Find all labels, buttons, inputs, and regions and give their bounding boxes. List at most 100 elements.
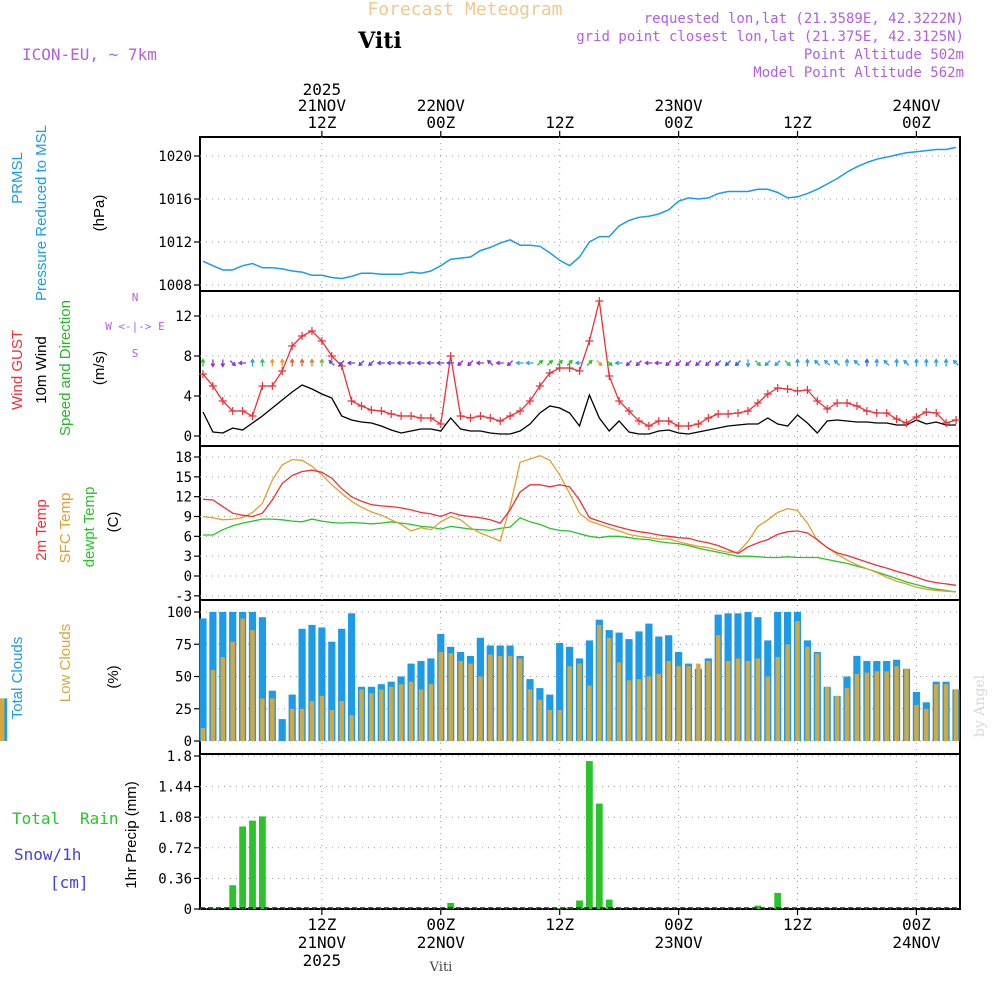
gust-marker <box>922 408 931 416</box>
total-cloud-bar <box>199 618 207 741</box>
wind-arrow <box>795 358 800 367</box>
wind-arrow <box>338 360 345 367</box>
wind-arrow <box>864 358 870 367</box>
low-cloud-bar <box>398 684 404 741</box>
gust-marker <box>446 352 455 360</box>
gust-marker <box>555 364 564 372</box>
gust-marker <box>525 397 534 405</box>
low-cloud-bar <box>666 661 671 741</box>
low-cloud-bar <box>0 698 5 741</box>
low-cloud-bar <box>448 653 453 741</box>
gust-marker <box>773 384 782 392</box>
wind-arrow <box>515 360 524 366</box>
wind-arrow <box>933 358 939 367</box>
snow-label: Snow/1h <box>14 845 81 864</box>
wind-arrow <box>436 360 445 366</box>
wind-arrow <box>396 360 405 366</box>
gust-marker <box>198 370 207 378</box>
ytick-label: 50 <box>175 670 192 686</box>
gust-marker <box>852 402 861 410</box>
wind-arrow <box>574 360 583 366</box>
gust-marker <box>714 410 723 418</box>
wind-arrow <box>625 360 632 367</box>
gust-marker <box>634 417 643 425</box>
wind-arrow <box>695 360 702 367</box>
gust-marker <box>763 390 772 398</box>
clouds-panel: 0 25 50 75 100 Total Clouds Low Clouds (%) b… <box>0 605 988 750</box>
gust-marker <box>357 402 366 410</box>
gust-marker <box>615 397 624 405</box>
gust-marker <box>387 410 396 418</box>
wind-panel: 0 4 8 12 Wind GUST 10m Wind Speed and Direc… <box>9 291 961 445</box>
gust-marker <box>823 405 832 413</box>
time-label: 12Z <box>783 113 812 132</box>
ytick-label: 15 <box>175 470 192 486</box>
total-cloud-bar <box>318 627 326 741</box>
gust-marker <box>298 332 307 340</box>
low-cloud-bar <box>765 676 770 741</box>
low-cloud-bar <box>686 666 691 741</box>
low-cloud-bar <box>517 658 523 741</box>
low-cloud-bar <box>428 684 434 741</box>
pressure-line <box>202 146 957 280</box>
low-cloud-bar <box>418 689 424 741</box>
pressure-panel: 1008 1012 1016 1020 PRMSL Pressure Reduced … <box>9 125 960 301</box>
gust-marker <box>753 399 762 407</box>
wind-arrow <box>596 360 603 367</box>
wind-arrow <box>923 358 929 367</box>
low-cloud-bar <box>745 661 751 741</box>
rain-bar <box>576 900 583 909</box>
wind-arrow <box>210 359 216 368</box>
wind-arrow <box>894 358 899 367</box>
wind-arrow <box>614 360 623 366</box>
wind-arrow <box>319 358 325 367</box>
gust-marker <box>793 387 802 395</box>
wind-direction-arrows <box>200 358 959 368</box>
cloud-yticks: 0 25 50 75 100 <box>167 605 960 750</box>
total-clouds-label: Total Clouds <box>9 637 26 720</box>
time-label: 24NOV <box>892 96 941 115</box>
total-cloud-bar <box>556 643 564 741</box>
time-label: 23NOV <box>655 96 704 115</box>
low-cloud-bar <box>230 641 235 741</box>
gust-marker <box>377 407 386 415</box>
gust-marker <box>317 337 326 345</box>
time-label: 21NOV <box>298 96 347 115</box>
time-label: 2025 <box>303 80 342 99</box>
low-cloud-bar <box>438 652 443 741</box>
time-label: 23NOV <box>655 933 704 952</box>
wind-arrow <box>457 360 464 367</box>
gust-marker <box>932 409 941 417</box>
gust-marker <box>397 412 406 420</box>
wind-arrow <box>883 359 890 366</box>
total-cloud-bar <box>278 719 286 741</box>
ytick-label: 1012 <box>158 235 192 251</box>
gust-marker <box>942 419 951 427</box>
gust-marker <box>803 386 812 394</box>
gust-marker <box>496 417 505 425</box>
wind-arrow <box>299 358 305 367</box>
wind-arrow <box>764 360 771 367</box>
ytick-label: 0 <box>184 734 192 750</box>
wind-arrow <box>487 359 494 366</box>
low-cloud-bar <box>735 658 741 741</box>
wind-arrow <box>784 360 791 367</box>
wind-speed-line <box>202 384 956 435</box>
low-cloud-bar <box>834 695 840 741</box>
gust-marker <box>952 416 961 424</box>
low-cloud-bar <box>210 670 216 741</box>
time-label: 12Z <box>307 915 336 934</box>
gust-marker <box>585 337 594 345</box>
ytick-label: 0 <box>184 569 192 585</box>
time-label: 12Z <box>307 113 336 132</box>
time-label: 00Z <box>902 915 931 934</box>
low-cloud-bar <box>785 644 790 742</box>
low-cloud-bar <box>755 658 761 741</box>
low-cloud-bar <box>844 688 850 741</box>
gust-marker <box>426 414 435 422</box>
low-cloud-bar <box>795 621 800 741</box>
wind-arrow <box>874 358 880 367</box>
